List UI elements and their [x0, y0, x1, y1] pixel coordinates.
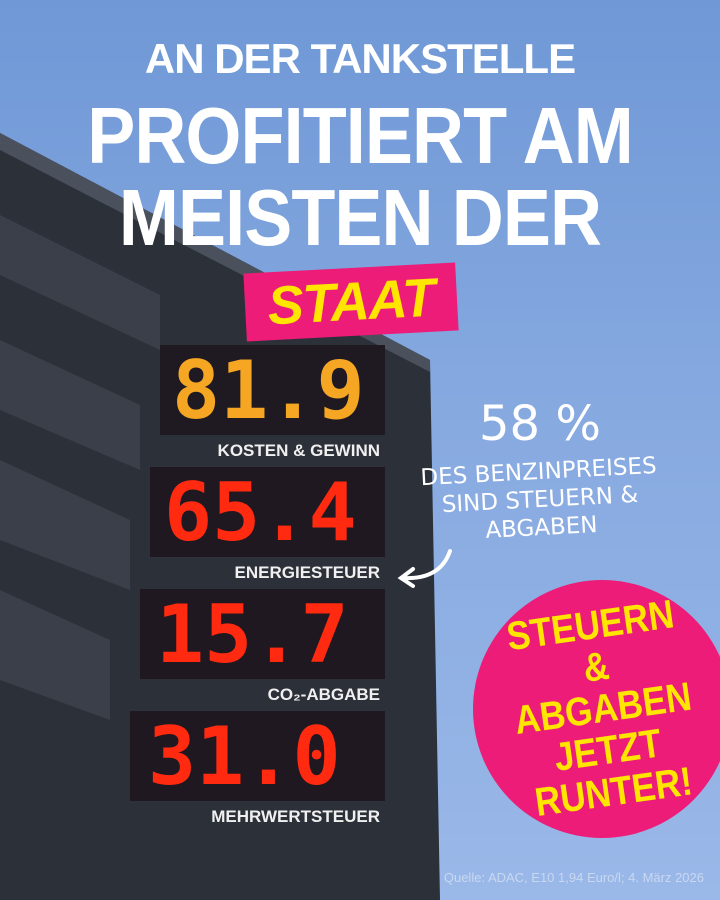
price-label: KOSTEN & GEWINN [218, 441, 380, 460]
price-value: 65.4 [164, 466, 357, 559]
highlight-text: STAAT [266, 267, 436, 337]
price-label: MEHRWERTSTEUER [211, 807, 380, 826]
price-value: 31.0 [148, 710, 341, 803]
headline-line-2: PROFITIERT AM [87, 91, 633, 180]
source-note: Quelle: ADAC, E10 1,94 Euro/l; 4. März 2… [443, 870, 704, 885]
price-value: 81.9 [172, 344, 365, 437]
price-label: CO₂-ABGABE [268, 685, 380, 704]
curved-arrow-icon [397, 549, 452, 588]
callout-circle: STEUERN & ABGABEN JETZT RUNTER! [473, 580, 720, 838]
headline-line-1: AN DER TANKSTELLE [144, 35, 576, 82]
annotation: 58 % DES BENZINPREISES SIND STEUERN & AB… [395, 396, 685, 544]
callout-text: STEUERN & ABGABEN JETZT RUNTER! [503, 592, 696, 825]
headline-line-3: MEISTEN DER [118, 173, 602, 262]
annotation-text: DES BENZINPREISES SIND STEUERN & ABGABEN [419, 452, 658, 544]
highlight-badge: STAAT [243, 262, 459, 342]
annotation-percent: 58 % [479, 396, 601, 452]
price-label: ENERGIESTEUER [235, 563, 380, 582]
price-value: 15.7 [156, 588, 349, 681]
